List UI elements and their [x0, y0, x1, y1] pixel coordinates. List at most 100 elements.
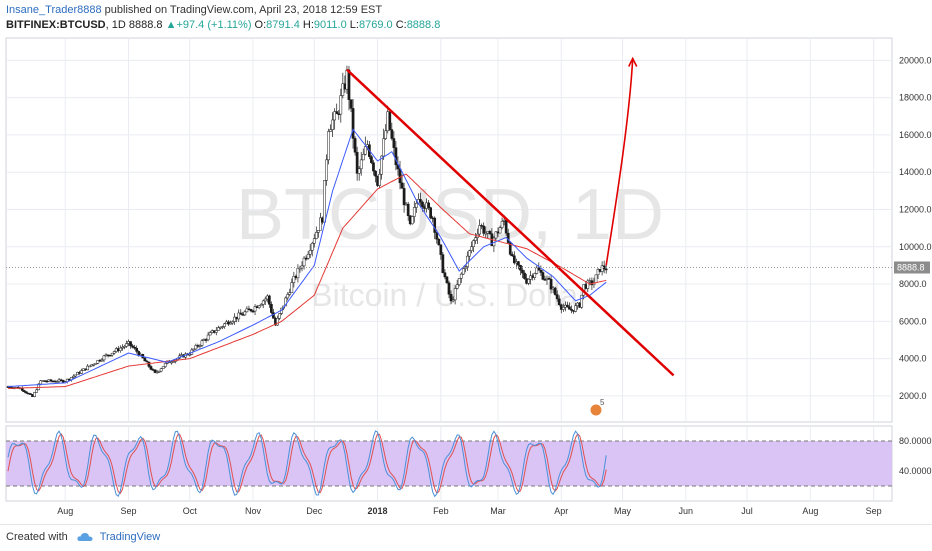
candle-body: [302, 257, 306, 267]
author-link[interactable]: Insane_Trader8888: [6, 4, 102, 16]
candle: [414, 198, 418, 213]
candle: [508, 241, 512, 257]
tradingview-brand[interactable]: TradingView: [99, 531, 161, 543]
y-tick-label: 8000.0: [899, 279, 927, 289]
candle: [512, 251, 516, 265]
candle: [429, 206, 432, 220]
candle: [304, 255, 308, 261]
publisher-line: Insane_Trader8888 published on TradingVi…: [6, 4, 382, 16]
candle-body: [308, 250, 312, 255]
candle: [394, 141, 398, 171]
candle-body: [284, 297, 288, 307]
candle: [580, 294, 584, 309]
candle-body: [200, 340, 204, 346]
candle-body: [243, 311, 247, 316]
candle-body: [192, 348, 196, 351]
candle-body: [257, 305, 261, 308]
last-price-tag-label: 8888.8: [897, 262, 925, 272]
candle: [388, 110, 392, 131]
candle: [308, 244, 312, 259]
x-tick-label: Oct: [183, 506, 198, 516]
candle: [331, 112, 334, 137]
candle: [49, 378, 53, 383]
candle: [523, 270, 526, 280]
x-tick-label: Jun: [679, 506, 694, 516]
candle: [143, 357, 147, 362]
candle: [406, 201, 410, 221]
candle: [188, 351, 192, 357]
candle-body: [149, 366, 153, 370]
candle-body: [118, 347, 122, 351]
candle-body: [557, 298, 561, 305]
candle-body: [319, 217, 322, 231]
candle-body: [296, 267, 300, 279]
candle: [335, 103, 339, 114]
candle-body: [372, 162, 375, 172]
candle-body: [86, 365, 90, 371]
candle: [253, 304, 257, 316]
candle: [61, 379, 65, 383]
candle-body: [455, 284, 459, 289]
x-tick-label: Apr: [554, 506, 568, 516]
candle-body: [49, 379, 53, 382]
candle-body: [504, 219, 508, 234]
candle: [296, 264, 300, 283]
candle-body: [263, 298, 267, 302]
candle-body: [547, 277, 551, 280]
y-tick-label: 20000.0: [899, 55, 932, 65]
x-tick-label: Feb: [433, 506, 449, 516]
candle: [74, 374, 77, 378]
candle-body: [472, 240, 475, 247]
candle-body: [374, 170, 377, 177]
candle-body: [429, 207, 432, 219]
ma-slow-line: [8, 173, 607, 389]
created-with-label: Created with: [6, 531, 68, 543]
candle-body: [357, 168, 361, 174]
candle: [23, 389, 26, 394]
candle: [372, 160, 375, 176]
candle: [459, 272, 463, 284]
candle-body: [237, 312, 241, 320]
candle-body: [506, 232, 510, 243]
candle-body: [323, 180, 326, 223]
symbol-label: BITFINEX:BTCUSD: [6, 19, 106, 31]
candle: [208, 331, 212, 336]
candle-body: [523, 272, 526, 279]
candle: [112, 350, 116, 355]
y-tick-label: 10000.0: [899, 242, 932, 252]
candle-body: [535, 267, 539, 274]
price-pane-border: [5, 37, 893, 423]
candle-body: [488, 231, 492, 235]
chart-area[interactable]: 20000.0 18000.0 16000.0 14000.0 12000.0 10000…: [0, 34, 932, 524]
candle-body: [96, 359, 100, 364]
open-value: 8791.4: [266, 19, 300, 31]
candle-body: [468, 250, 471, 257]
candle: [216, 325, 220, 331]
candle: [380, 155, 383, 180]
candle-body: [474, 237, 477, 241]
candle-body: [549, 279, 553, 290]
candle-body: [370, 156, 373, 163]
price-chart[interactable]: 20000.0 18000.0 16000.0 14000.0 12000.0 10000…: [0, 34, 932, 524]
y-tick-label: 6000.0: [899, 316, 927, 326]
price-change: +97.4 (+1.11%): [176, 19, 252, 31]
candle: [439, 244, 443, 260]
candle-body: [245, 308, 249, 313]
candle-body: [249, 309, 253, 312]
candle-body: [329, 129, 332, 132]
last-price-tag: [894, 261, 930, 274]
candle: [221, 325, 224, 330]
candle-body: [498, 227, 502, 234]
tradingview-cloud-icon: [77, 533, 93, 542]
candle: [223, 322, 226, 329]
candle-body: [361, 154, 365, 161]
candle-body: [482, 225, 486, 234]
candle: [145, 359, 149, 363]
candle-body: [402, 188, 406, 206]
candle-body: [586, 280, 590, 289]
candle: [86, 364, 90, 371]
candle-body: [288, 292, 292, 295]
candle: [541, 269, 545, 281]
high-label: H:: [302, 19, 314, 31]
candle: [468, 249, 471, 262]
